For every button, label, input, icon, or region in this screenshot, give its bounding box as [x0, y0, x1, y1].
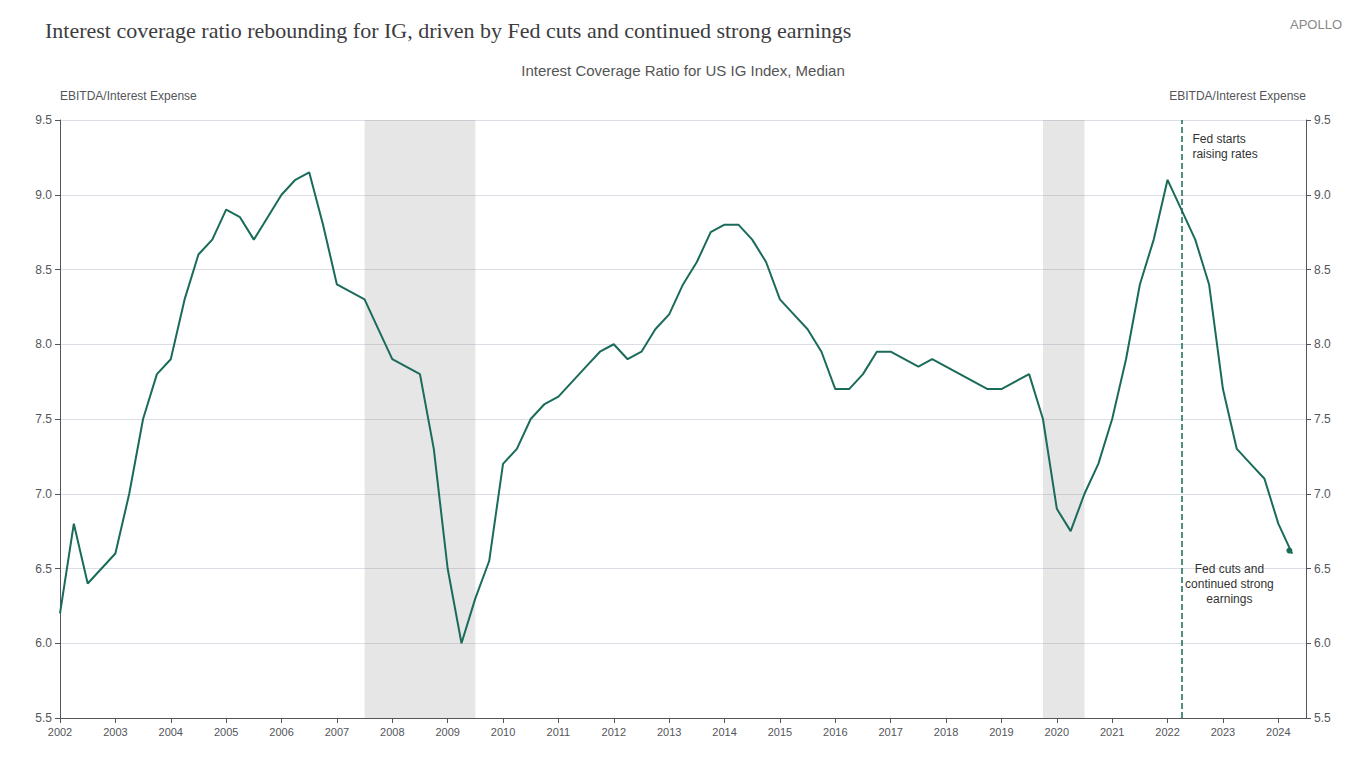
- svg-text:2024: 2024: [1266, 726, 1290, 738]
- svg-text:2012: 2012: [602, 726, 626, 738]
- svg-text:8.0: 8.0: [35, 337, 52, 351]
- svg-text:6.5: 6.5: [1314, 562, 1331, 576]
- svg-text:Interest coverage ratio reboun: Interest coverage ratio rebounding for I…: [45, 18, 851, 43]
- svg-text:EBITDA/Interest Expense: EBITDA/Interest Expense: [60, 89, 197, 103]
- svg-text:2014: 2014: [712, 726, 736, 738]
- svg-text:2011: 2011: [547, 726, 571, 738]
- svg-text:8.0: 8.0: [1314, 337, 1331, 351]
- svg-text:2017: 2017: [878, 726, 902, 738]
- svg-text:2008: 2008: [380, 726, 404, 738]
- svg-text:9.5: 9.5: [1314, 113, 1331, 127]
- svg-text:EBITDA/Interest Expense: EBITDA/Interest Expense: [1169, 89, 1306, 103]
- svg-text:2021: 2021: [1100, 726, 1124, 738]
- svg-text:6.5: 6.5: [35, 562, 52, 576]
- svg-text:2004: 2004: [159, 726, 183, 738]
- svg-text:6.0: 6.0: [35, 636, 52, 650]
- svg-text:9.0: 9.0: [1314, 188, 1331, 202]
- svg-text:7.0: 7.0: [1314, 487, 1331, 501]
- svg-text:2019: 2019: [989, 726, 1013, 738]
- svg-text:earnings: earnings: [1206, 592, 1252, 606]
- svg-text:2022: 2022: [1155, 726, 1179, 738]
- svg-text:7.5: 7.5: [1314, 412, 1331, 426]
- svg-text:2007: 2007: [325, 726, 349, 738]
- svg-text:2015: 2015: [768, 726, 792, 738]
- svg-text:APOLLO: APOLLO: [1290, 17, 1342, 32]
- svg-text:9.5: 9.5: [35, 113, 52, 127]
- svg-text:Interest Coverage Ratio for US: Interest Coverage Ratio for US IG Index,…: [521, 62, 845, 79]
- svg-text:2020: 2020: [1045, 726, 1069, 738]
- svg-text:2006: 2006: [269, 726, 293, 738]
- svg-text:2005: 2005: [214, 726, 238, 738]
- svg-text:2010: 2010: [491, 726, 515, 738]
- svg-text:8.5: 8.5: [35, 263, 52, 277]
- svg-text:2002: 2002: [48, 726, 72, 738]
- svg-text:continued strong: continued strong: [1185, 577, 1274, 591]
- svg-text:2018: 2018: [934, 726, 958, 738]
- svg-text:raising rates: raising rates: [1192, 147, 1257, 161]
- svg-text:6.0: 6.0: [1314, 636, 1331, 650]
- svg-text:2023: 2023: [1211, 726, 1235, 738]
- svg-text:9.0: 9.0: [35, 188, 52, 202]
- svg-text:5.5: 5.5: [1314, 711, 1331, 725]
- svg-text:7.0: 7.0: [35, 487, 52, 501]
- svg-text:2016: 2016: [823, 726, 847, 738]
- svg-text:Fed cuts and: Fed cuts and: [1195, 562, 1264, 576]
- svg-text:2009: 2009: [435, 726, 459, 738]
- svg-text:5.5: 5.5: [35, 711, 52, 725]
- svg-text:2013: 2013: [657, 726, 681, 738]
- svg-text:Fed starts: Fed starts: [1192, 132, 1245, 146]
- svg-text:2003: 2003: [103, 726, 127, 738]
- svg-text:7.5: 7.5: [35, 412, 52, 426]
- svg-text:8.5: 8.5: [1314, 263, 1331, 277]
